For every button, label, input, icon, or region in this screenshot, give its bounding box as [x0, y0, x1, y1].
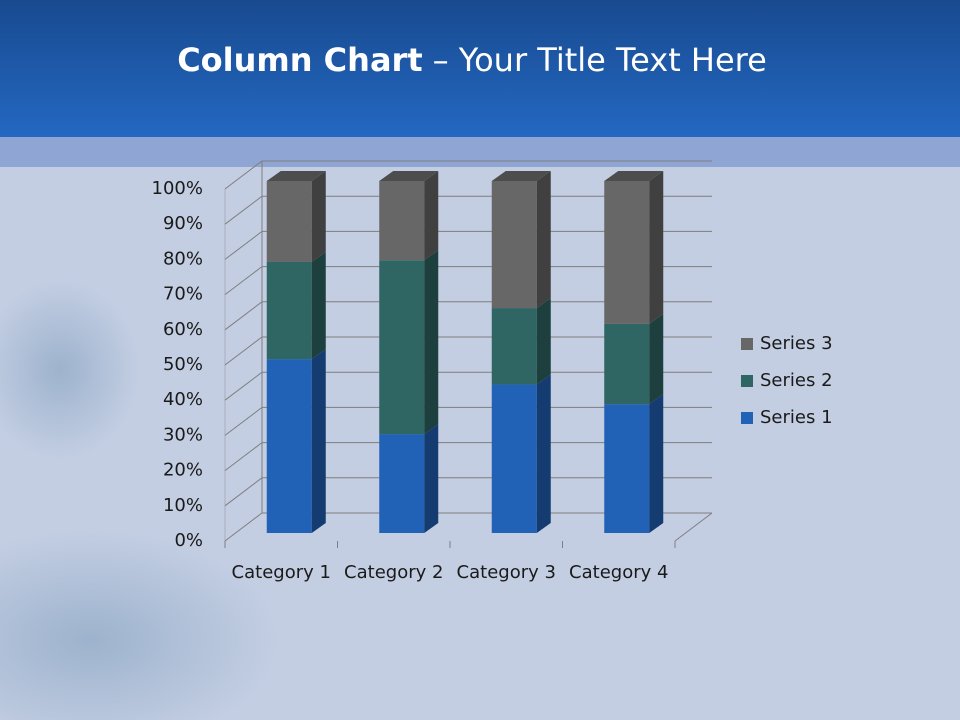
y-tick-label: 20% — [163, 460, 203, 481]
bar-front — [266, 261, 312, 360]
bar-segment — [266, 349, 326, 533]
grid-line — [224, 406, 712, 436]
bar-segment — [379, 171, 439, 261]
grid-line — [224, 230, 712, 260]
x-tick-label: Category 4 — [569, 562, 669, 583]
legend-swatch — [741, 412, 753, 424]
bar-front — [491, 308, 537, 385]
bar-segment — [491, 298, 551, 385]
grid-line — [224, 195, 712, 225]
bar-segment — [604, 313, 664, 405]
grid-line — [224, 336, 712, 366]
bar-side — [649, 394, 664, 533]
bar-segment — [604, 171, 664, 324]
title-bold: Column Chart — [177, 41, 422, 79]
bar-side — [311, 171, 326, 262]
legend-label: Series 2 — [760, 370, 833, 391]
y-tick-label: 80% — [163, 248, 203, 269]
header-band — [0, 0, 960, 137]
y-tick-label: 100% — [152, 178, 203, 199]
y-tick-label: 40% — [163, 389, 203, 410]
y-tick-label: 70% — [163, 284, 203, 305]
x-tick-label: Category 3 — [456, 562, 556, 583]
background-decoration — [0, 280, 140, 460]
bar-front — [604, 404, 650, 533]
bar-segment — [379, 250, 439, 435]
grid-line — [224, 371, 712, 401]
bar-front — [266, 181, 312, 262]
bar-front — [604, 323, 650, 405]
bar-top — [266, 171, 326, 181]
grid-line — [224, 160, 712, 190]
bar-front — [491, 384, 537, 533]
bar-side — [424, 171, 439, 261]
bar-front — [266, 359, 312, 533]
plot-area: 0% 10% 20% 30% 40% 50% 60% 70% 80% 90% 100% Series … — [152, 160, 833, 551]
bar-segment — [604, 394, 664, 533]
y-tick-label: 50% — [163, 354, 203, 375]
bar-side — [536, 171, 551, 309]
bar-side — [649, 171, 664, 324]
bar-front — [491, 181, 537, 309]
grid-line — [224, 266, 712, 295]
bar-side — [424, 250, 439, 435]
y-tick-label: 60% — [163, 319, 203, 340]
chart-title: Column Chart – Your Title Text Here — [177, 41, 767, 79]
background-decoration — [0, 530, 280, 720]
legend-swatch — [741, 338, 753, 350]
grid-line — [224, 512, 712, 542]
bar-top — [379, 171, 439, 181]
bar-side — [311, 251, 326, 360]
y-tick-label: 10% — [163, 495, 203, 516]
legend-label: Series 1 — [760, 407, 833, 428]
legend-label: Series 3 — [760, 333, 833, 354]
header-strip — [0, 137, 960, 167]
bar-side — [536, 374, 551, 533]
bar-segment — [379, 424, 439, 533]
bar-side — [424, 424, 439, 533]
x-tick-label: Category 2 — [344, 562, 444, 583]
title-rest: – Your Title Text Here — [433, 41, 767, 79]
y-tick-label: 30% — [163, 424, 203, 445]
bar-segment — [491, 374, 551, 533]
bar-segment — [491, 171, 551, 309]
x-tick-label: Category 1 — [231, 562, 331, 583]
bar-side — [536, 298, 551, 385]
bar-front — [379, 434, 425, 533]
legend-swatch — [741, 375, 753, 387]
grid-line — [224, 442, 712, 471]
grid-line — [224, 301, 712, 331]
bar-side — [649, 313, 664, 405]
bar-segment — [266, 171, 326, 262]
grid-line — [224, 477, 712, 507]
bar-top — [491, 171, 551, 181]
bar-front — [379, 181, 425, 261]
bar-front — [604, 181, 650, 324]
floor-edge — [674, 512, 713, 542]
y-tick-label: 0% — [174, 530, 203, 551]
bar-top — [604, 171, 664, 181]
bar-segment — [266, 251, 326, 360]
y-tick-label: 90% — [163, 213, 203, 234]
bar-side — [311, 349, 326, 533]
bar-front — [379, 260, 425, 435]
